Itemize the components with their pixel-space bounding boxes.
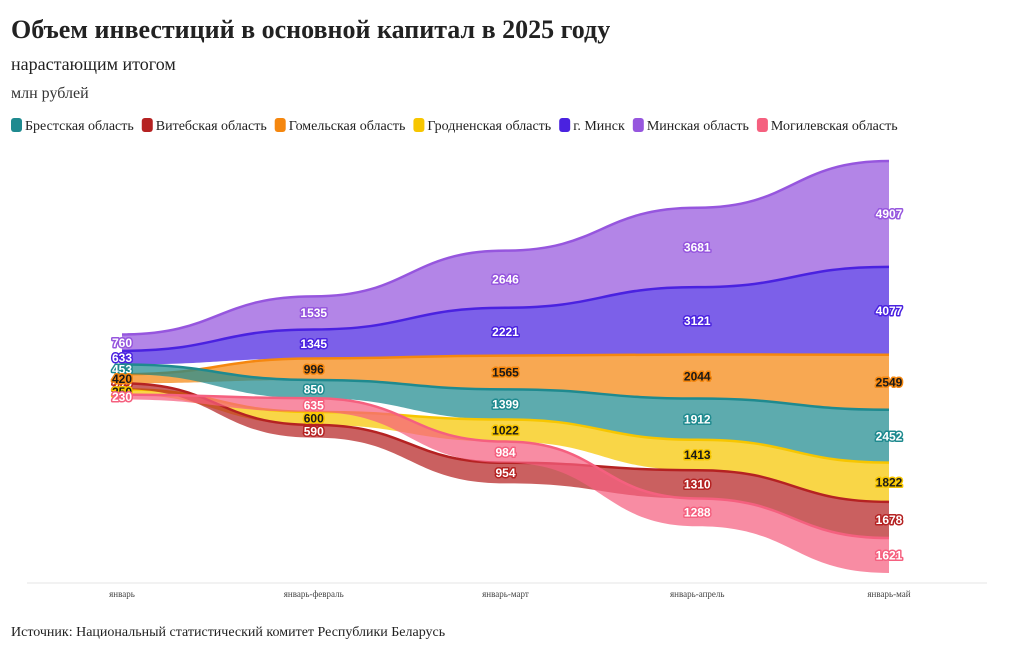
value-label: 2646 [492,272,519,286]
value-label: 600 [304,412,324,426]
value-label: 2452 [876,429,903,443]
value-label: 760 [112,336,132,350]
value-label: 2549 [876,375,903,389]
chart-title: Объем инвестиций в основной капитал в 20… [11,15,610,44]
value-label: 453 [112,363,132,377]
band-edge [121,159,890,336]
legend-label: Гомельская область [289,119,406,134]
value-label: 1413 [684,448,711,462]
x-tick-label: январь-февраль [284,589,344,599]
value-label: 1912 [684,412,711,426]
value-label: 633 [112,351,132,365]
legend-label: Гродненская область [427,119,551,134]
value-label: 1535 [300,306,327,320]
legend-swatch [756,118,768,132]
legend-label: Витебская область [156,119,267,134]
legend-swatch [141,118,153,132]
source: Источник: Национальный статистический ко… [11,625,445,640]
legend-label: Брестская область [25,119,134,134]
band [122,354,889,410]
band [122,364,889,463]
value-label: 1678 [876,513,903,527]
value-label: 2044 [684,370,711,384]
x-tick-label: январь-апрель [670,589,724,599]
legend-swatch [413,118,425,132]
value-label: 984 [495,445,515,459]
chart-subtitle: нарастающим итогом [11,54,176,74]
legend-swatch [274,118,286,132]
x-tick-label: январь-май [867,589,910,599]
value-label: 2221 [492,325,519,339]
value-label: 4907 [876,207,903,221]
legend-swatch [632,118,644,132]
plot: январь январь-февраль январь-март январь-ап… [109,159,911,599]
band-edge [121,393,890,540]
value-label: 954 [495,466,515,480]
value-label: 3121 [684,314,711,328]
value-label: 590 [304,424,324,438]
value-label: 250 [112,385,132,399]
band-edge [121,363,890,411]
band [122,394,889,573]
value-label: 1310 [684,478,711,492]
value-label: 420 [112,372,132,386]
value-label: 1345 [300,337,327,351]
legend: Брестская область Витебская область Гомель… [11,118,898,134]
value-label: 4077 [876,304,903,318]
legend-label: г. Минск [573,119,625,134]
value-label: 272 [112,379,132,393]
value-label: 1565 [492,366,519,380]
unit-label: млн рублей [11,85,89,102]
band-edge [121,265,890,353]
band [122,389,889,502]
value-label: 1822 [876,475,903,489]
legend-label: Могилевская область [771,119,898,134]
value-label: 996 [304,362,324,376]
value-label: 1288 [684,506,711,520]
legend-swatch [11,118,22,132]
value-label: 850 [304,382,324,396]
value-label: 3681 [684,241,711,255]
band [122,266,889,365]
x-tick-label: январь [109,589,135,599]
value-label: 230 [112,390,132,404]
legend-swatch [559,118,571,132]
value-label: 635 [304,398,324,412]
band-edge [121,353,890,376]
value-label: 1022 [492,424,519,438]
value-label: 1399 [492,398,519,412]
legend-label: Минская область [647,119,749,134]
x-tick-label: январь-март [482,589,529,599]
value-label: 1621 [876,549,903,563]
